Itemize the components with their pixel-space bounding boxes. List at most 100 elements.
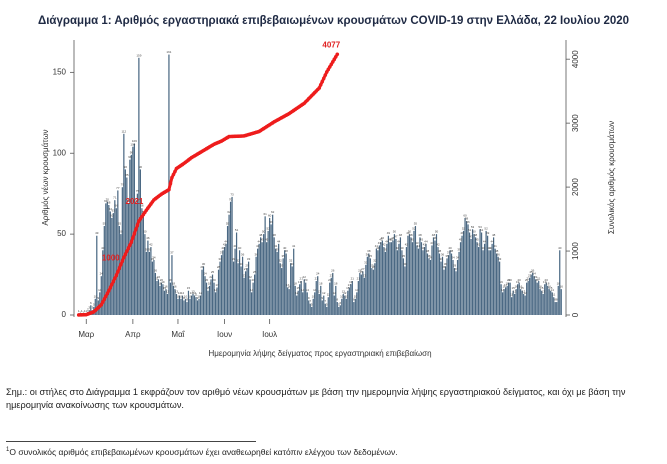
callout-label-1: 2021 — [126, 197, 144, 206]
bar-day-16 — [102, 250, 104, 315]
bar-day-272 — [486, 235, 489, 315]
bar-label-31: 90 — [124, 165, 128, 169]
bar-label-130: 48 — [272, 233, 276, 237]
bar-day-108 — [240, 266, 242, 315]
bar-day-35 — [130, 154, 132, 315]
bar-label-14: 14 — [98, 288, 102, 292]
bar-label-155: 5 — [311, 302, 313, 306]
bar-day-253 — [458, 251, 460, 315]
cumulative-point-164 — [323, 73, 328, 77]
bar-label-126: 52 — [266, 226, 270, 230]
bar-day-72 — [186, 302, 188, 315]
bar-label-208: 45 — [390, 238, 394, 242]
cumulative-point-29 — [120, 259, 125, 263]
bar-label-275: 44 — [490, 239, 494, 243]
bar-day-202 — [381, 240, 383, 315]
bar-day-137 — [284, 250, 286, 315]
bar-day-148 — [300, 281, 302, 315]
bar-label-182: 21 — [351, 277, 355, 281]
bar-label-78: 11 — [194, 293, 197, 297]
bar-label-217: 30 — [403, 262, 407, 266]
bar-label-94: 33 — [218, 257, 222, 261]
bar-label-262: 53 — [471, 225, 475, 229]
bar-day-302 — [532, 272, 534, 315]
bar-label-268: 51 — [480, 228, 484, 232]
bar-day-261 — [470, 238, 472, 315]
bar-label-87: 18 — [208, 281, 212, 285]
bar-day-115 — [250, 292, 253, 315]
bar-label-199: 40 — [376, 246, 380, 250]
x-tick-label-1: Απρ — [125, 330, 141, 339]
bar-day-146 — [297, 290, 299, 315]
bar-label-136: 35 — [281, 254, 285, 258]
bar-day-71 — [184, 298, 187, 315]
bar-day-110 — [243, 277, 245, 315]
bar-day-66 — [177, 298, 179, 315]
bar-day-42 — [141, 208, 143, 315]
bar-label-213: 44 — [397, 239, 401, 243]
bar-label-311: 20 — [545, 278, 549, 282]
bar-day-111 — [244, 271, 247, 315]
bar-label-26: 77 — [116, 186, 120, 190]
bar-day-180 — [348, 287, 350, 315]
bar-label-302: 26 — [531, 268, 535, 272]
bar-label-290: 13 — [513, 289, 517, 293]
bar-day-80 — [198, 298, 200, 315]
bar-label-236: 48 — [432, 233, 436, 237]
bar-day-124 — [264, 216, 266, 315]
bar-label-84: 24 — [203, 272, 207, 276]
bar-label-73: 15 — [187, 286, 191, 290]
bar-day-280 — [499, 261, 501, 315]
bar-label-149: 14 — [301, 288, 305, 292]
bar-label-35: 99 — [130, 150, 134, 154]
bar-day-218 — [405, 247, 408, 315]
bar-label-36: 104 — [130, 142, 135, 146]
bar-day-232 — [426, 253, 429, 315]
bar-day-122 — [261, 242, 263, 315]
bar-day-21 — [109, 211, 111, 315]
bar-day-25 — [115, 208, 117, 315]
bar-label-124: 61 — [263, 212, 267, 216]
bar-day-239 — [437, 247, 439, 315]
bar-label-249: 34 — [451, 256, 455, 260]
bar-label-272: 49 — [486, 231, 490, 235]
bar-label-261: 47 — [469, 234, 473, 238]
bar-day-31 — [124, 169, 126, 315]
bar-label-238: 50 — [435, 230, 439, 234]
bar-day-103 — [232, 261, 235, 315]
bar-day-149 — [302, 292, 304, 315]
bar-label-4: 1 — [84, 309, 86, 313]
bar-day-307 — [539, 289, 541, 315]
bar-day-120 — [258, 243, 260, 315]
bar-label-260: 51 — [468, 228, 472, 232]
bar-label-273: 40 — [487, 246, 491, 250]
bar-day-158 — [315, 281, 317, 315]
bar-day-127 — [269, 217, 271, 315]
bar-day-252 — [456, 260, 459, 315]
bar-label-141: 32 — [289, 259, 293, 263]
bar-label-11: 10 — [94, 294, 98, 298]
bar-label-186: 21 — [357, 277, 361, 281]
bar-day-235 — [431, 245, 433, 315]
footnote: 1Ο συνολικός αριθμός επιβεβαιωμένων κρου… — [6, 447, 398, 457]
bar-day-186 — [357, 281, 359, 315]
bar-label-20: 68 — [107, 201, 111, 205]
bar-day-174 — [339, 305, 341, 315]
bar-label-108: 30 — [239, 262, 243, 266]
bar-day-165 — [326, 306, 328, 315]
bar-day-209 — [392, 240, 394, 315]
bar-day-29 — [121, 187, 123, 315]
bar-day-69 — [181, 295, 184, 315]
bar-day-220 — [408, 234, 411, 315]
bar-label-76: 13 — [191, 289, 195, 293]
bar-day-246 — [447, 255, 450, 315]
bar-day-260 — [468, 232, 471, 315]
bar-day-156 — [312, 298, 314, 315]
bar-day-185 — [356, 292, 358, 315]
bar-day-15 — [100, 276, 102, 315]
cumulative-point-161 — [318, 82, 323, 87]
cumulative-point-160 — [317, 86, 322, 90]
bar-day-83 — [202, 266, 205, 315]
bar-day-59 — [166, 293, 169, 315]
